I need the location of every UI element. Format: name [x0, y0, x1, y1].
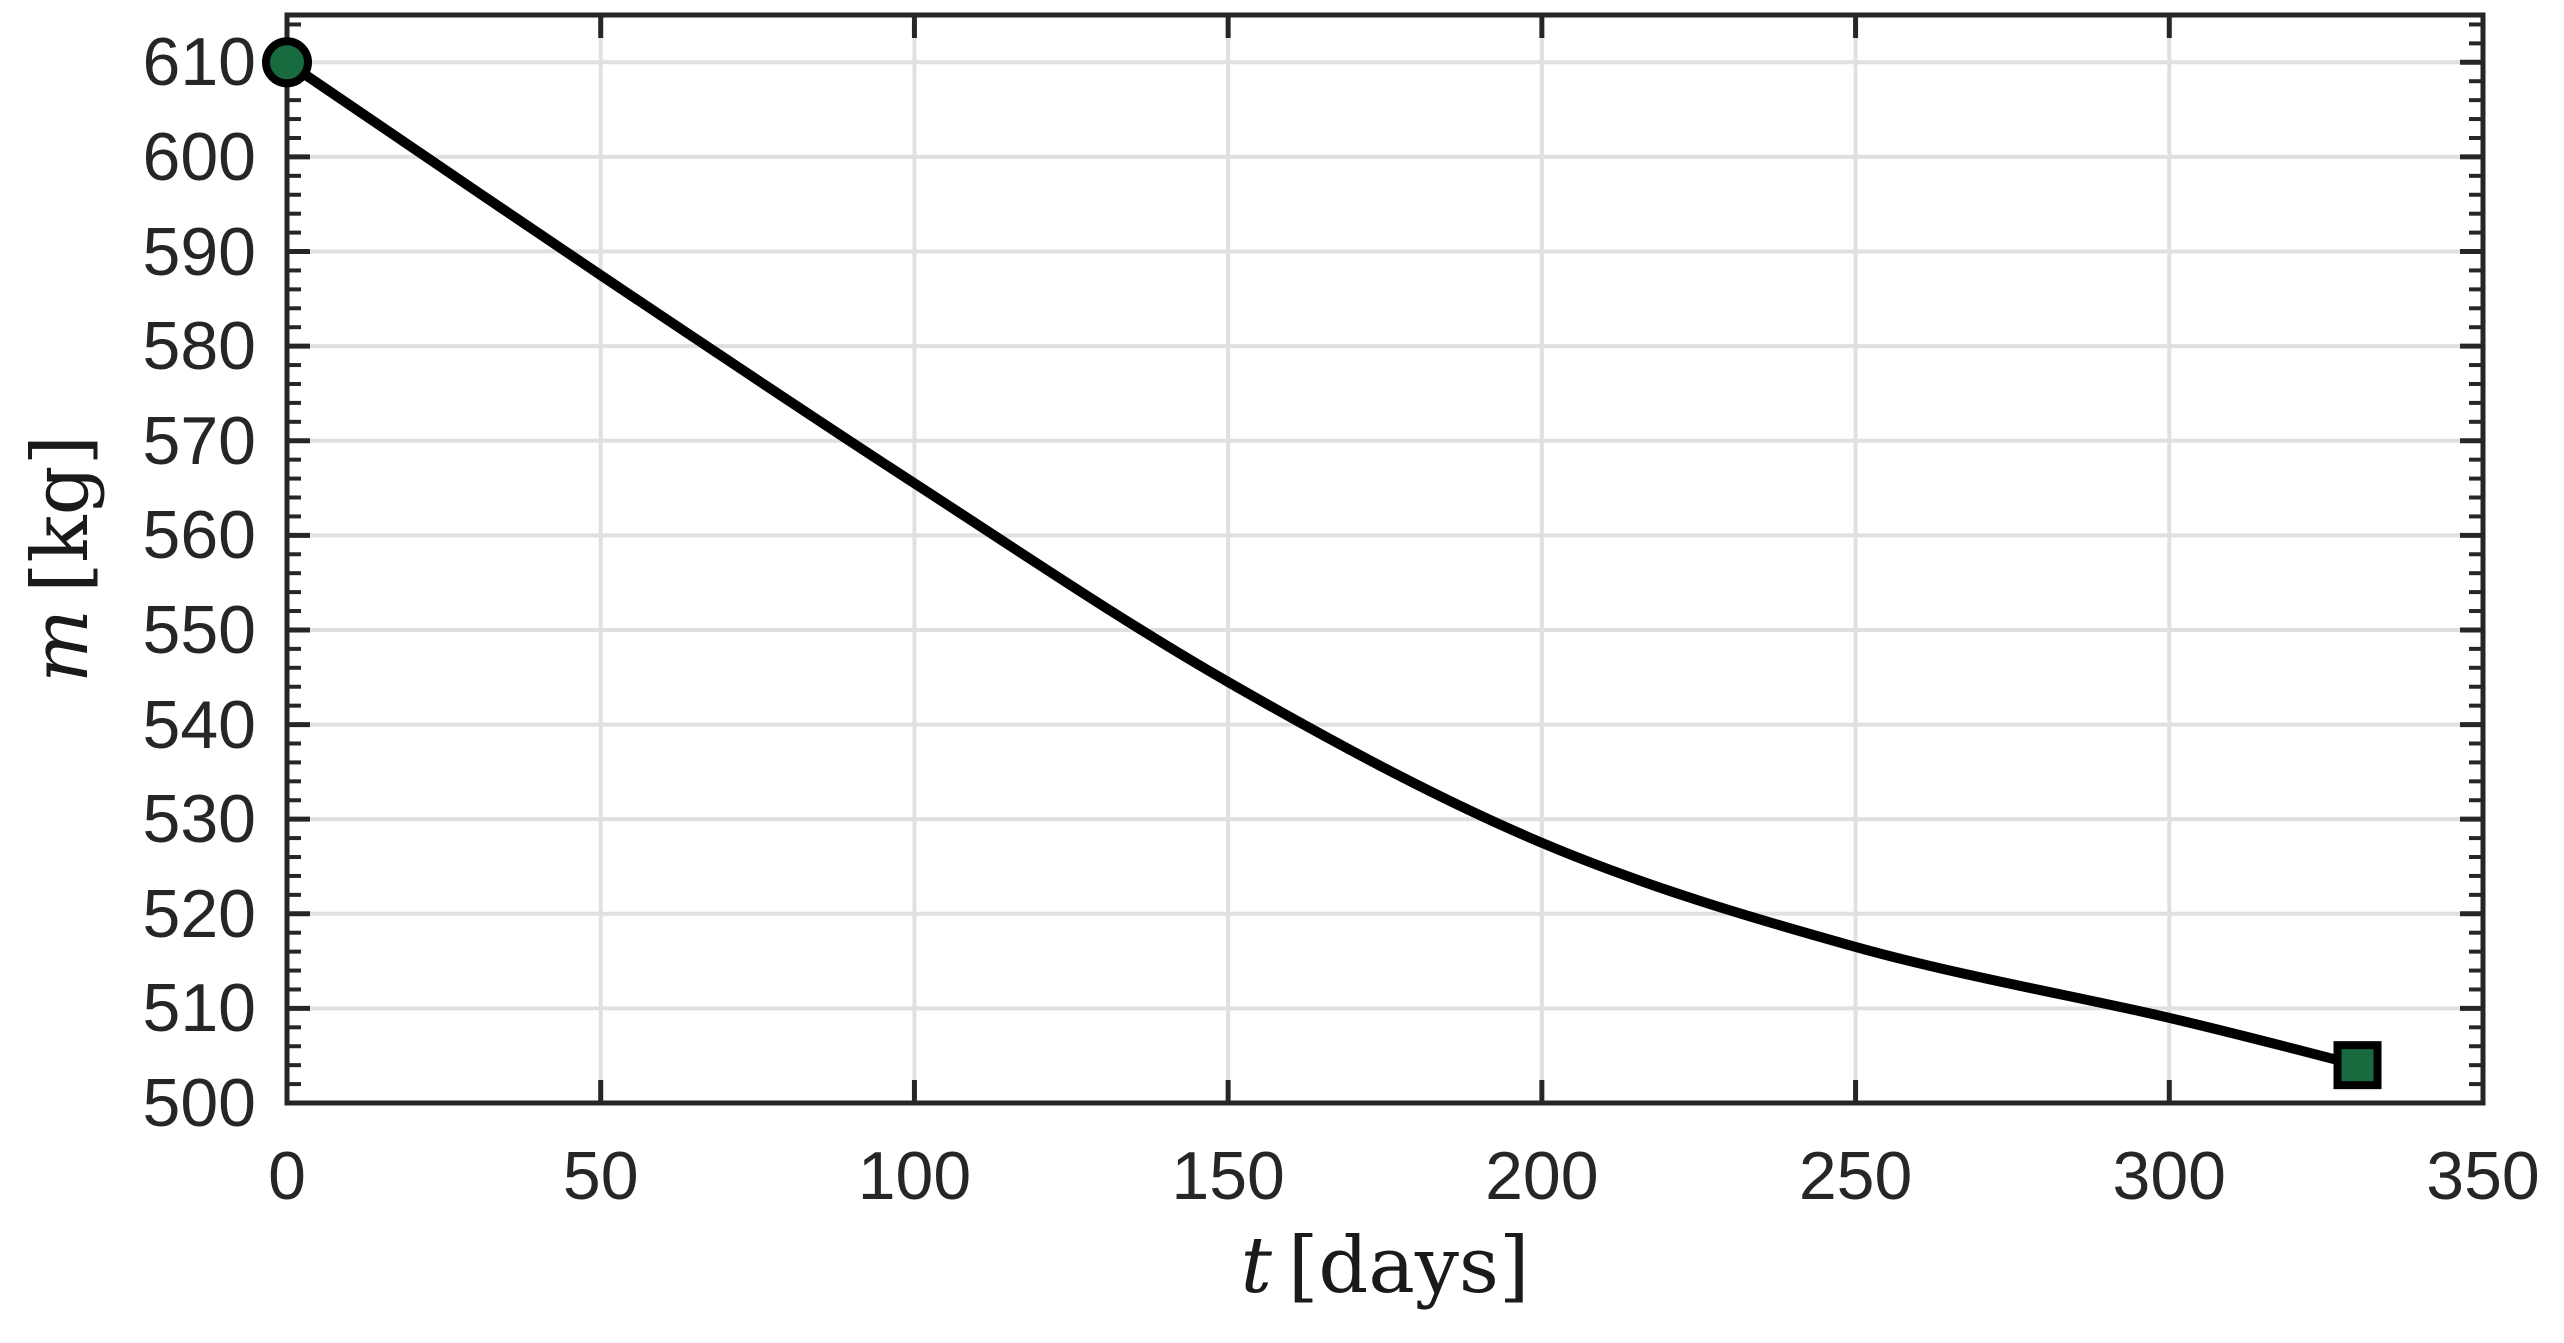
x-axis-label: t [days] [1240, 1221, 1530, 1312]
y-axis-unit: [kg] [16, 434, 107, 594]
y-axis-variable: m [16, 609, 107, 684]
x-tick-label: 200 [1485, 1138, 1599, 1214]
start-marker-circle [262, 37, 312, 88]
axes-box [284, 12, 2486, 1106]
y-tick-label: 570 [142, 402, 256, 479]
y-tick-label: 510 [142, 970, 256, 1047]
x-tick-label: 150 [1171, 1138, 1285, 1214]
x-tick-label: 0 [268, 1138, 306, 1214]
end-marker-square [2333, 1041, 2382, 1090]
x-axis-unit: [days] [1287, 1221, 1530, 1311]
y-tick-label: 540 [142, 686, 256, 763]
y-axis-label: m [kg] [16, 434, 107, 684]
y-tick-label: 600 [142, 118, 256, 195]
x-tick-label: 350 [2426, 1138, 2540, 1214]
y-tick-label: 590 [142, 213, 256, 290]
x-tick-label: 100 [857, 1138, 972, 1214]
y-tick-label: 530 [142, 781, 256, 858]
y-tick-label: 550 [142, 591, 256, 668]
y-tick-label: 610 [142, 24, 256, 101]
x-axis-variable: t [1240, 1221, 1272, 1311]
y-tick-label: 500 [142, 1065, 256, 1141]
x-tick-label: 250 [1798, 1138, 1913, 1214]
y-tick-label: 580 [142, 308, 256, 385]
x-tick-label: 50 [562, 1138, 639, 1214]
data-curve [282, 57, 2363, 1071]
y-tick-label: 520 [142, 875, 256, 952]
y-tick-label: 560 [142, 497, 256, 574]
x-tick-label: 300 [2112, 1138, 2227, 1214]
